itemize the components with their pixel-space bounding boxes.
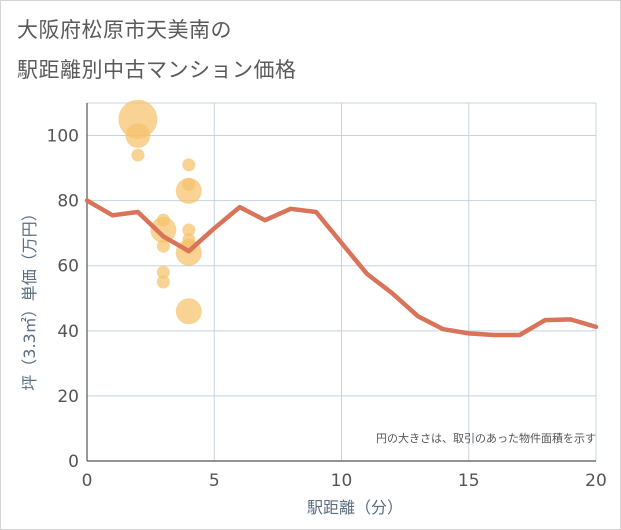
tick-labels: 0 20 40 60 80 100 0 5 10 15 20 (47, 127, 607, 491)
axes (86, 103, 596, 462)
x-axis-label: 駅距離（分） (307, 498, 403, 517)
average-price-line (84, 198, 599, 338)
x-tick-label: 10 (331, 471, 353, 491)
x-tick-label: 0 (82, 471, 93, 491)
x-tick-label: 20 (585, 471, 607, 491)
scatter-point (156, 275, 170, 289)
line-layer (84, 198, 599, 338)
y-tick-label: 60 (57, 257, 79, 277)
scatter-point (182, 158, 196, 172)
scatter-point (175, 298, 202, 325)
bubble-size-note: 円の大きさは、取引のあった物件面積を示す (376, 431, 596, 445)
chart-title-line2: 駅距離別中古マンション価格 (17, 58, 297, 82)
y-tick-label: 100 (47, 127, 79, 147)
scatter-point (175, 177, 202, 204)
scatter-point (125, 123, 151, 148)
x-tick-label: 15 (458, 471, 480, 491)
y-axis-label: 坪（3.3㎡）単価（万円） (20, 205, 39, 390)
y-tick-label: 20 (57, 387, 79, 407)
x-tick-label: 5 (209, 471, 220, 491)
y-tick-label: 80 (57, 192, 79, 212)
scatter-point (150, 216, 177, 243)
grid (87, 102, 597, 461)
scatter-point (182, 223, 196, 237)
y-tick-label: 0 (68, 452, 79, 472)
chart-title-line1: 大阪府松原市天美南の (17, 18, 232, 42)
scatter-point (156, 265, 170, 279)
scatter-point (131, 148, 145, 162)
scatter-point (156, 239, 170, 253)
y-tick-label: 40 (57, 322, 79, 342)
